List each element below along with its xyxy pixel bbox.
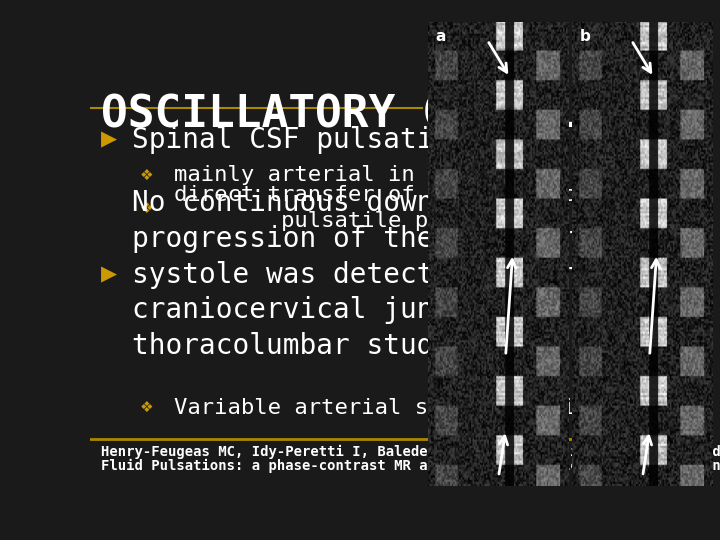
Text: ❖: ❖ — [140, 201, 154, 216]
Text: b: b — [580, 29, 590, 44]
Text: mainly arterial in origin: mainly arterial in origin — [174, 165, 508, 185]
Text: Henry-Feugeas MC, Idy-Peretti I, Baledent O et al.  Origin of Subarachnoid Cereb: Henry-Feugeas MC, Idy-Peretti I, Baleden… — [101, 444, 720, 458]
Text: OSCILLATORY CSF FLOW: OSCILLATORY CSF FLOW — [101, 94, 636, 137]
Text: ❖: ❖ — [140, 400, 154, 415]
Text: direct transfer of spinal vascular
        pulsatile pressure: direct transfer of spinal vascular pulsa… — [174, 185, 629, 232]
Text: No continuous downward
progression of the onset of CSF
systole was detected from: No continuous downward progression of th… — [132, 190, 651, 360]
Text: ▶: ▶ — [101, 265, 117, 285]
Text: Fluid Pulsations: a phase-contrast MR analysis.  Magnetic Resonance Imaging. 200: Fluid Pulsations: a phase-contrast MR an… — [101, 459, 720, 473]
Text: Variable arterial supply of mid cord: Variable arterial supply of mid cord — [174, 398, 655, 418]
Text: ▶: ▶ — [101, 130, 117, 150]
Text: a: a — [436, 29, 446, 44]
Text: ❖: ❖ — [140, 167, 154, 183]
Text: Spinal CSF pulsations: Spinal CSF pulsations — [132, 126, 484, 154]
